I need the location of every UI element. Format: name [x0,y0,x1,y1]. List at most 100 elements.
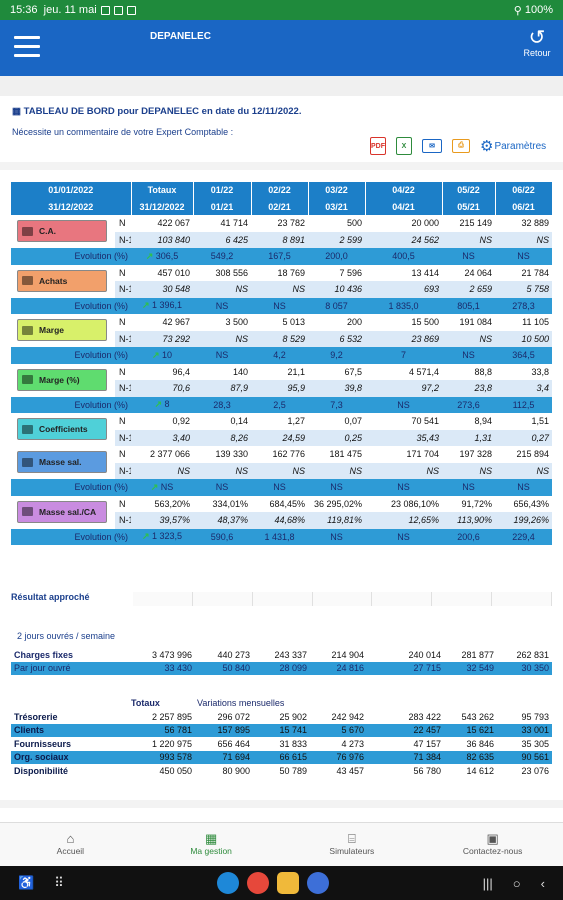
value-cell: 47 157 [367,737,444,751]
value-cell: 422 067 [131,215,194,232]
section-tag[interactable]: Masse sal./CA [17,500,107,523]
value-cell: 8 529 [251,330,309,347]
row-n: Masse sal./CA N 563,20% 334,01% 684,45% 36 29… [11,495,553,529]
evolution-value: 1 323,5 [152,531,183,542]
menu-icon[interactable] [14,36,40,58]
row-label: Charges fixes [11,648,133,662]
section-label-cell: Marge [11,314,115,347]
section-label-cell: C.A. [11,215,115,248]
value-cell: 24 562 [365,231,443,248]
evolution-cell: NS [251,479,309,496]
trend-up-icon: ↗ [150,481,161,492]
email-icon[interactable]: ✉ [422,139,442,153]
nav-label: Contactez-nous [462,846,523,856]
recents-icon[interactable]: ||| [482,875,493,891]
evolution-cell: NS [251,297,309,314]
evolution-value: 306,5 [155,250,179,261]
column-header: 04/22 [365,182,443,199]
evolution-cell: 4,2 [251,347,309,364]
row-key-n1: N-1 [115,281,132,298]
skype-app-icon[interactable] [217,872,240,894]
gear-icon[interactable]: ⚙ [480,138,494,155]
evolution-cell: 7,3 [308,396,366,413]
nav-item-accueil[interactable]: ⌂ Accueil [0,823,141,866]
home-button-icon[interactable]: ○ [512,875,521,891]
evolution-value: 7 [401,350,407,361]
value-cell: 70,6 [131,380,194,397]
apps-grid-icon[interactable]: ⠿ [54,875,64,890]
row-n1: N-1 73 292 NS 8 529 6 532 23 869 NS 10 500 [11,330,553,347]
value-cell: 119,81% [308,512,366,529]
dashboard-table: 01/01/2022 Totaux 01/22 02/22 03/22 04/22 05/2… [11,182,553,545]
back-button[interactable]: ↺ Retour [519,28,555,58]
column-header: Totaux [131,182,194,199]
value-cell: 162 776 [251,446,309,463]
value-cell: 543 262 [444,710,497,724]
value-cell: 1 220 975 [133,737,195,751]
files-app-icon[interactable] [277,872,300,894]
back-nav-icon[interactable]: ‹ [540,875,545,891]
section-tag[interactable]: Masse sal. [17,451,107,473]
value-cell: 23 869 [365,330,443,347]
value-cell: 73 292 [131,330,194,347]
evolution-cell: 273,6 [442,396,496,413]
evolution-cell: NS [495,248,553,265]
trend-up-icon: ↗ [151,349,163,360]
messages-app-icon[interactable] [307,872,330,894]
value-cell: 243 337 [253,648,310,662]
settings-link[interactable]: Paramètres [494,140,547,152]
status-date: jeu. 11 mai [43,4,97,16]
nav-item-simulateurs[interactable]: ⌸ Simulateurs [282,823,423,866]
home-icon: ⌂ [66,831,75,846]
value-cell: 39,57% [131,512,194,529]
print-icon[interactable]: ⎙ [452,139,470,153]
row-label: Org. sociaux [11,750,133,764]
value-cell: 8,94 [442,413,496,430]
value-cell: 22 457 [367,723,444,737]
section-label-cell: Achats [11,264,115,298]
value-cell: 32 549 [444,661,497,675]
totaux-header: Totaux [131,698,160,708]
section-tag[interactable]: Marge (%) [17,368,107,391]
section-tag[interactable]: Coefficients [17,418,107,440]
value-cell: 56 781 [133,723,195,737]
row-key-n1: N-1 [115,231,132,248]
evolution-cell: NS [308,528,366,545]
value-cell: 42 967 [131,314,194,331]
pdf-export-icon[interactable]: PDF [370,137,386,155]
evolution-value: 200,6 [457,531,480,542]
row-n1: N-1 70,6 87,9 95,9 39,8 97,2 23,8 3,4 [11,380,553,397]
accessibility-icon[interactable]: ♿ [18,875,35,890]
section-tag[interactable]: C.A. [17,220,107,242]
row-evolution: Evolution (%) ↗ 1 323,5 590,6 1 431,8 NS NS 20… [11,528,553,545]
excel-export-icon[interactable]: X [396,137,412,155]
section-icon [22,375,33,384]
nav-item-ma-gestion[interactable]: ▦ Ma gestion [141,823,282,866]
status-time: 15:36 [10,4,38,16]
section-tag[interactable]: Achats [17,269,107,292]
value-cell: 21,1 [251,363,309,380]
evolution-cell: 200,0 [308,248,366,265]
value-cell: NS [495,231,553,248]
value-cell: 30 548 [131,281,194,298]
row-key-n: N [115,363,132,380]
nav-item-contactez-nous[interactable]: ▣ Contactez-nous [422,823,563,866]
evolution-label: Evolution (%) [11,528,132,545]
tresorerie-row: Trésorerie 2 257 895 296 072 25 902 242 942 2… [11,710,552,724]
row-evolution: Evolution (%) ↗ NS NS NS NS NS NS NS [11,479,553,496]
value-cell: 4 571,4 [365,363,443,380]
chrome-app-icon[interactable] [247,872,270,894]
value-cell: 56 780 [367,764,444,778]
evolution-cell: ↗ 10 [131,347,194,364]
evolution-label: Evolution (%) [11,347,132,364]
evolution-value: 590,6 [210,531,234,542]
value-cell: 197 328 [442,446,496,463]
section-icon [22,507,33,516]
evolution-cell: 167,5 [251,248,309,265]
evolution-cell: ↗ NS [131,479,194,496]
section-tag[interactable]: Marge [17,319,107,341]
column-header: 05/22 [442,182,496,199]
value-cell: 563,20% [131,495,194,512]
variations-header: Variations mensuelles [197,698,285,708]
value-cell: NS [442,462,496,479]
